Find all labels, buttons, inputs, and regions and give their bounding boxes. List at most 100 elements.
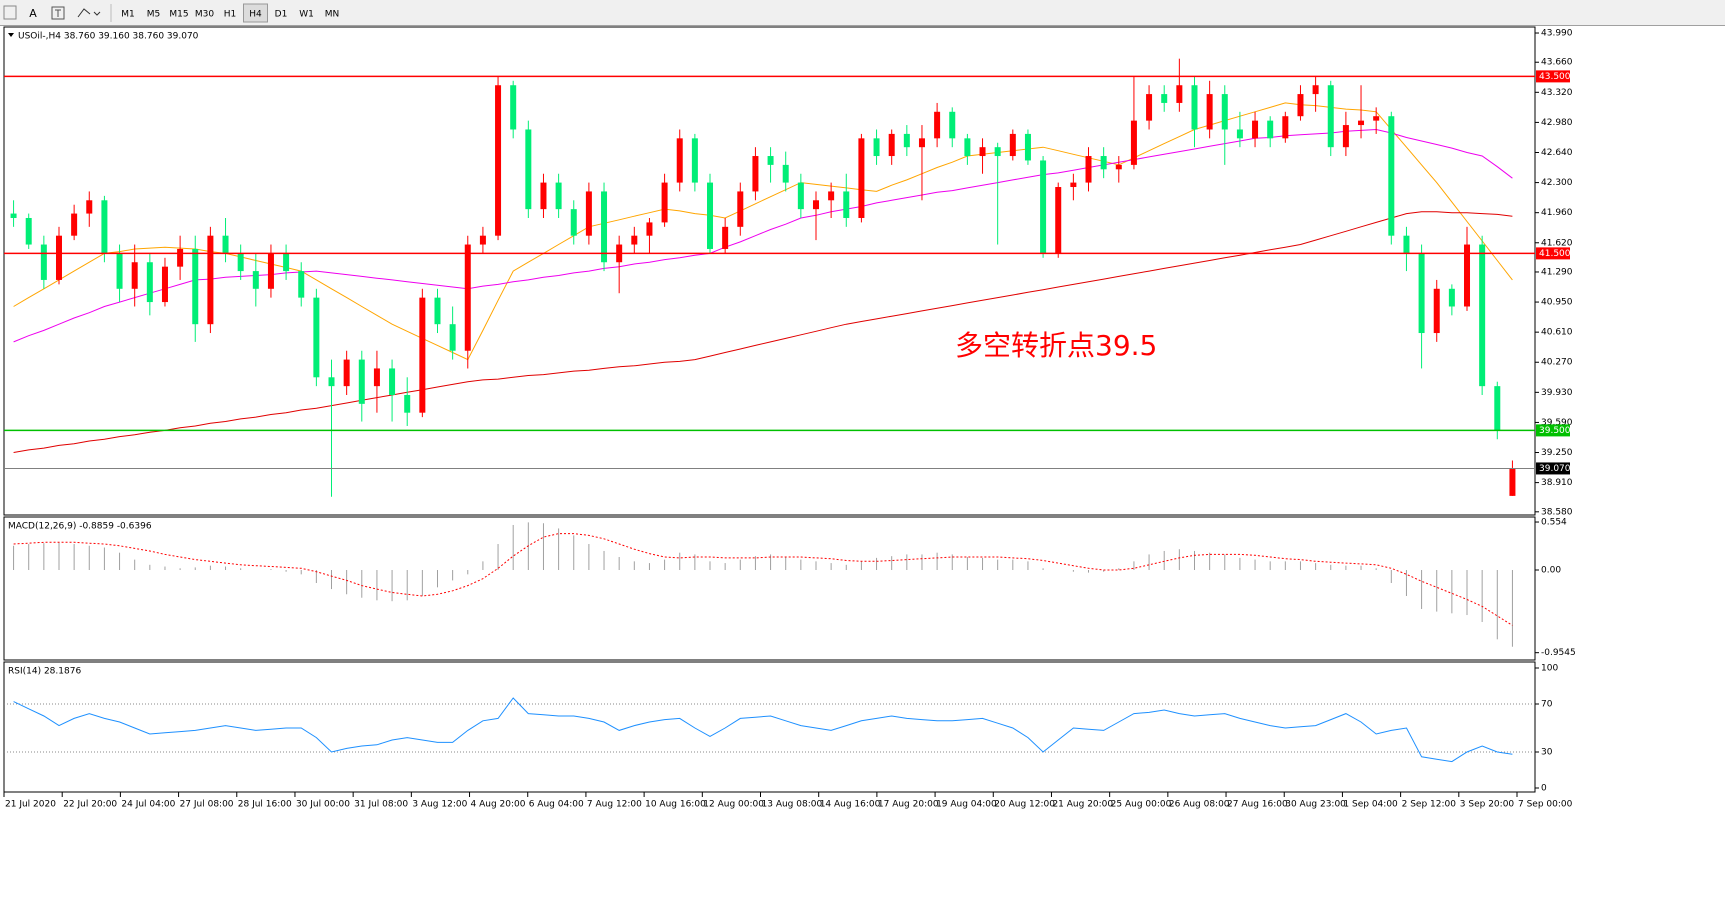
level-price-label: 43.500	[1539, 72, 1571, 82]
candle-body	[1433, 288, 1440, 334]
y-tick-label: 0.554	[1541, 518, 1567, 528]
time-label: 7 Sep 00:00	[1518, 800, 1573, 810]
candle-body	[707, 182, 714, 249]
candle-body	[555, 182, 562, 210]
candle-body	[434, 297, 441, 325]
candle-body	[510, 85, 517, 130]
candle-body	[1358, 120, 1365, 126]
moving-average	[13, 128, 1513, 343]
candle-body	[843, 191, 850, 218]
timeframe-button[interactable]: H4	[249, 10, 262, 20]
y-tick-label: 40.270	[1541, 358, 1573, 368]
rsi-line	[13, 697, 1513, 763]
candle-body	[979, 147, 986, 157]
candle-body	[419, 297, 426, 413]
symbol-arrow	[8, 33, 14, 37]
level-price-box	[1536, 70, 1570, 83]
y-tick-label: 41.620	[1541, 238, 1573, 248]
timeframe-button[interactable]: M30	[195, 10, 214, 20]
candle-body	[525, 129, 532, 210]
y-tick-label: 30	[1541, 748, 1553, 758]
candle-body	[1009, 133, 1016, 157]
time-label: 12 Aug 00:00	[703, 800, 764, 810]
candle-body	[298, 271, 305, 298]
time-label: 19 Aug 04:00	[936, 800, 997, 810]
candle-body	[934, 111, 941, 139]
candle-body	[25, 217, 32, 245]
time-label: 24 Jul 04:00	[121, 800, 175, 810]
time-label: 21 Aug 20:00	[1052, 800, 1113, 810]
time-label: 25 Aug 00:00	[1111, 800, 1172, 810]
shapes-tool[interactable]	[77, 8, 101, 18]
candle-body	[55, 235, 62, 280]
timeframe-button[interactable]: W1	[299, 10, 314, 20]
candle-body	[343, 359, 350, 387]
time-label: 31 Jul 08:00	[354, 800, 408, 810]
y-tick-label: 70	[1541, 700, 1553, 710]
moving-average	[13, 211, 1513, 453]
candle-body	[40, 244, 47, 280]
candle-body	[737, 191, 744, 227]
y-tick-label: 39.930	[1541, 388, 1573, 398]
candle-body	[722, 226, 729, 249]
candle-body	[131, 262, 138, 289]
candle-body	[646, 222, 653, 236]
level-price-box	[1536, 462, 1570, 475]
y-tick-label: 40.950	[1541, 298, 1573, 308]
y-tick-label: 0	[1541, 784, 1547, 794]
candle-body	[1146, 94, 1153, 121]
label-tool[interactable]	[51, 6, 65, 20]
timeframe-button[interactable]: D1	[275, 10, 288, 20]
candle-body	[1267, 120, 1274, 139]
candle-body	[313, 297, 320, 378]
crosshair-tool[interactable]	[3, 5, 17, 20]
candle-body	[1130, 120, 1137, 165]
time-label: 20 Aug 12:00	[994, 800, 1055, 810]
timeframe-button[interactable]: M5	[147, 10, 161, 20]
time-label: 13 Aug 08:00	[762, 800, 823, 810]
toolbar	[0, 0, 1725, 26]
candle-body	[237, 253, 244, 272]
active-button	[243, 3, 268, 23]
candle-body	[373, 368, 380, 387]
candle-body	[495, 85, 502, 236]
candle-body	[1464, 244, 1471, 307]
timeframe-button[interactable]: MN	[325, 10, 340, 20]
candle-body	[161, 266, 168, 303]
panel-title: USOil-,H4 38.760 39.160 38.760 39.070	[18, 32, 199, 42]
time-label: 14 Aug 16:00	[820, 800, 881, 810]
candle-body	[1161, 94, 1168, 103]
candle-body	[1494, 386, 1501, 431]
time-label: 17 Aug 20:00	[878, 800, 939, 810]
y-tick-label: 39.250	[1541, 448, 1573, 458]
candle-body	[540, 182, 547, 210]
candle-body	[328, 377, 335, 387]
candle-body	[797, 182, 804, 210]
timeframe-button[interactable]: H1	[224, 10, 237, 20]
candle-body	[918, 138, 925, 148]
time-label: 30 Aug 23:00	[1285, 800, 1346, 810]
timeframe-button[interactable]: M1	[121, 10, 135, 20]
time-label: 4 Aug 20:00	[471, 800, 526, 810]
panel-frame	[3, 516, 1536, 661]
candle-body	[1312, 85, 1319, 95]
candle-body	[691, 138, 698, 183]
text-tool[interactable]: A	[29, 7, 37, 20]
time-label: 22 Jul 20:00	[63, 800, 117, 810]
panel-frame	[3, 26, 1536, 516]
y-tick-label: 42.980	[1541, 118, 1573, 128]
candle-body	[464, 244, 471, 351]
candle-body	[1403, 235, 1410, 254]
panel-title: MACD(12,26,9) -0.8859 -0.6396	[8, 522, 152, 532]
candle-body	[767, 156, 774, 165]
y-tick-label: 39.590	[1541, 418, 1573, 428]
timeframe-button[interactable]: M15	[169, 10, 188, 20]
time-label: 3 Sep 20:00	[1460, 800, 1515, 810]
candle-body	[1297, 94, 1304, 117]
time-label: 7 Aug 12:00	[587, 800, 642, 810]
candle-body	[1327, 85, 1334, 148]
candle-body	[207, 235, 214, 325]
candle-body	[812, 200, 819, 210]
candle-body	[86, 200, 93, 214]
time-label: 26 Aug 08:00	[1169, 800, 1230, 810]
